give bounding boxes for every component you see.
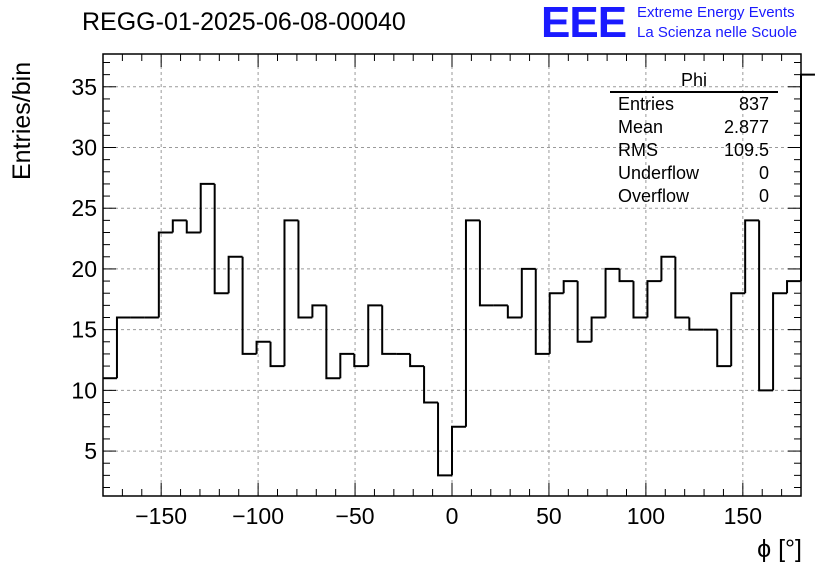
logo-line-1: Extreme Energy Events bbox=[637, 4, 795, 21]
stats-row-underflow: Underflow 0 bbox=[612, 162, 778, 185]
histogram-bin bbox=[241, 256, 257, 355]
histogram-bin bbox=[157, 231, 173, 318]
histogram-bin bbox=[562, 280, 578, 294]
histogram-bin bbox=[590, 316, 606, 342]
histogram-bin bbox=[451, 425, 466, 476]
y-tick-label: 25 bbox=[71, 195, 97, 221]
histogram-bin bbox=[367, 304, 383, 367]
histogram-bin bbox=[520, 267, 536, 318]
histogram-bin bbox=[730, 292, 746, 367]
histogram-bin bbox=[576, 281, 592, 343]
y-tick-label: 20 bbox=[71, 256, 97, 282]
histogram-bin bbox=[604, 267, 620, 318]
histogram-bin bbox=[632, 281, 648, 319]
histogram-bin bbox=[423, 366, 439, 404]
histogram-bin bbox=[548, 292, 564, 354]
histogram-bin bbox=[199, 182, 215, 233]
histogram-bin bbox=[115, 316, 131, 379]
x-axis-label: ϕ [°] bbox=[757, 535, 802, 563]
eee-logo: EEE bbox=[541, 0, 627, 47]
stats-label: Underflow bbox=[618, 163, 700, 183]
tick-marks bbox=[103, 54, 801, 496]
histogram-bin bbox=[660, 255, 676, 282]
x-tick-label: −100 bbox=[232, 503, 284, 529]
histogram-bin bbox=[283, 219, 299, 367]
histogram-bin bbox=[800, 73, 815, 282]
histogram-bin bbox=[674, 256, 690, 319]
histogram-bin bbox=[409, 353, 425, 368]
x-tick-label: 100 bbox=[627, 503, 665, 529]
stats-row-entries: Entries 837 bbox=[612, 93, 778, 116]
histogram-bin bbox=[171, 219, 187, 233]
x-tick-label: −50 bbox=[336, 503, 375, 529]
x-tick-label: −150 bbox=[135, 503, 187, 529]
histogram-bin bbox=[716, 329, 732, 368]
histogram-bin bbox=[478, 220, 494, 307]
histogram-bin bbox=[437, 402, 452, 477]
y-axis-label: Entries/bin bbox=[8, 61, 36, 180]
x-tick-label: 0 bbox=[446, 503, 459, 529]
histogram-bin bbox=[688, 317, 704, 331]
y-tick-label: 30 bbox=[71, 135, 97, 161]
histogram-bin bbox=[353, 353, 369, 368]
grid-lines bbox=[103, 54, 801, 496]
histogram-bin bbox=[213, 183, 229, 295]
logo-line-2: La Scienza nelle Scuole bbox=[637, 24, 798, 41]
histogram-bin bbox=[464, 219, 480, 427]
stats-box-title: Phi bbox=[610, 71, 778, 93]
histogram-bin bbox=[325, 305, 341, 380]
histogram-bin bbox=[381, 305, 397, 355]
y-tick-label: 5 bbox=[84, 438, 97, 464]
histogram-bin bbox=[786, 280, 801, 294]
histogram-bin bbox=[534, 268, 550, 355]
stats-label: Entries bbox=[618, 94, 675, 114]
eee-logo-text: Extreme Energy Events La Scienza nelle S… bbox=[637, 3, 797, 43]
histogram-bin bbox=[185, 220, 201, 234]
histogram-bin bbox=[758, 220, 774, 392]
histogram-bin bbox=[297, 220, 313, 319]
stats-row-rms: RMS 109.5 bbox=[612, 139, 778, 162]
y-tick-label: 35 bbox=[71, 74, 97, 100]
histogram-bin bbox=[269, 341, 285, 368]
stats-value: 0 bbox=[758, 163, 769, 183]
stats-value: 837 bbox=[738, 94, 769, 114]
stats-row-overflow: Overflow 0 bbox=[612, 185, 778, 208]
stats-label: Mean bbox=[618, 117, 664, 137]
x-tick-label: 50 bbox=[536, 503, 562, 529]
stats-label: RMS bbox=[618, 140, 658, 160]
x-tick-label: 150 bbox=[724, 503, 762, 529]
stats-box: Phi Entries 837 Mean 2.877 RMS 109.5 Underflow… bbox=[610, 71, 778, 208]
tick-labels: −150 −100 −50 0 50 100 150 5 10 15 20 25 30 35 bbox=[71, 74, 762, 529]
y-tick-label: 10 bbox=[71, 377, 97, 403]
histogram-bin bbox=[618, 268, 634, 283]
histogram-series bbox=[103, 73, 815, 477]
stats-value: 0 bbox=[758, 186, 769, 206]
histogram-bin bbox=[744, 219, 760, 294]
histogram-bin bbox=[646, 280, 662, 318]
stats-rows: Entries 837 Mean 2.877 RMS 109.5 Underflow 0 Ove… bbox=[612, 93, 778, 208]
histogram-bin bbox=[506, 305, 522, 319]
stats-label: Overflow bbox=[618, 186, 690, 206]
plot-title: REGG-01-2025-06-08-00040 bbox=[82, 8, 406, 36]
stats-value: 2.877 bbox=[723, 117, 769, 137]
histogram-bin bbox=[255, 340, 271, 354]
histogram-bin bbox=[772, 292, 788, 391]
histogram-bin bbox=[227, 255, 243, 294]
y-tick-label: 15 bbox=[71, 317, 97, 343]
stats-value: 109.5 bbox=[723, 140, 769, 160]
histogram-bin bbox=[311, 304, 327, 318]
stats-row-mean: Mean 2.877 bbox=[612, 116, 778, 139]
histogram-bin bbox=[339, 352, 355, 379]
